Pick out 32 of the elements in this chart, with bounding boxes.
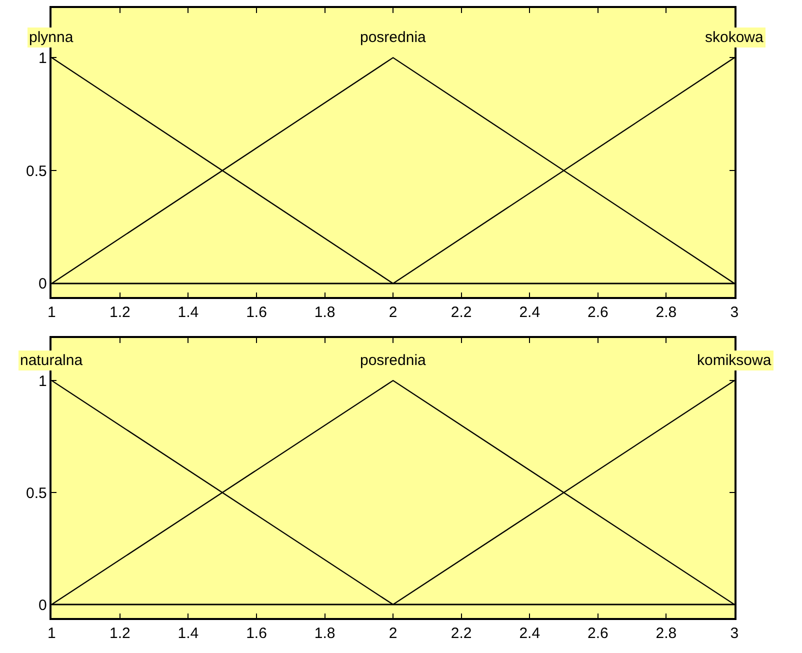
x-tick-label: 1.2 xyxy=(109,624,130,642)
x-tick-label: 2 xyxy=(388,624,398,642)
x-tick-label: 2.4 xyxy=(519,624,540,642)
y-tick-label: 0 xyxy=(38,596,47,614)
y-tick-label: 1 xyxy=(38,50,47,67)
annotation: posrednia xyxy=(360,29,427,46)
x-tick-label: 1.6 xyxy=(246,624,267,642)
x-tick-label: 2.2 xyxy=(450,304,472,321)
x-tick-label: 1.4 xyxy=(178,304,199,321)
x-tick-label: 1.2 xyxy=(109,304,130,321)
x-tick-label: 3 xyxy=(730,624,739,642)
y-tick-label: 0 xyxy=(38,276,47,293)
x-tick-label: 2.8 xyxy=(656,304,677,321)
annotation: plynna xyxy=(29,29,74,46)
y-tick-label: 1 xyxy=(38,372,47,390)
x-tick-label: 1.8 xyxy=(314,624,336,642)
x-tick-label: 2 xyxy=(388,304,398,321)
x-tick-label: 3 xyxy=(730,304,739,321)
y-tick-label: 0.5 xyxy=(26,484,47,502)
x-tick-label: 2.8 xyxy=(656,624,677,642)
annotation: skokowa xyxy=(705,29,764,46)
annotation: naturalna xyxy=(20,352,84,369)
x-tick-label: 2.6 xyxy=(587,304,608,321)
x-tick-label: 1.8 xyxy=(314,304,336,321)
x-tick-label: 1.4 xyxy=(178,624,199,642)
x-tick-label: 2.2 xyxy=(450,624,472,642)
annotation: komiksowa xyxy=(697,352,772,369)
x-tick-label: 1.6 xyxy=(246,304,267,321)
x-tick-label: 2.4 xyxy=(519,304,540,321)
annotation: posrednia xyxy=(360,352,427,369)
x-tick-label: 2.6 xyxy=(587,624,608,642)
y-tick-label: 0.5 xyxy=(26,162,47,180)
